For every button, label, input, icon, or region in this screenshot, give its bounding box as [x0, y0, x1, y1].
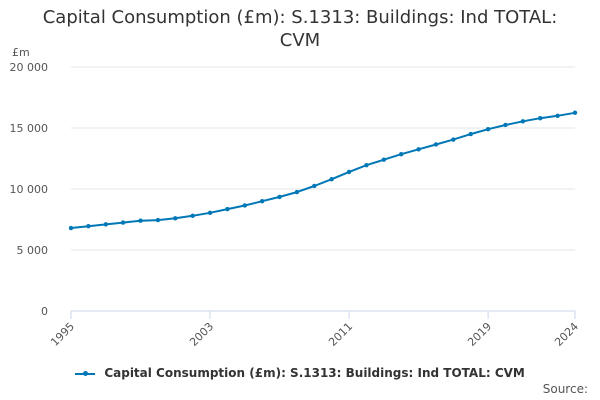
data-point: [120, 220, 126, 225]
y-tick-label: 5 000: [17, 244, 49, 257]
y-tick-label: 15 000: [10, 122, 49, 135]
data-point: [207, 210, 213, 215]
data-point: [468, 131, 473, 137]
data-point: [190, 213, 195, 219]
data-point: [225, 206, 230, 212]
source-label: Source:: [542, 382, 588, 396]
data-point: [103, 222, 108, 227]
y-tick-label: 0: [41, 305, 48, 318]
data-point: [259, 199, 265, 204]
data-point: [381, 157, 387, 162]
data-point: [399, 152, 404, 157]
x-tick-label: 2024: [552, 320, 581, 349]
data-point: [329, 177, 334, 182]
x-tick-label: 2011: [326, 320, 355, 349]
data-point: [242, 203, 247, 208]
data-point: [68, 225, 74, 231]
data-point: [312, 183, 317, 189]
chart-title-line-1: Capital Consumption (£m): S.1313: Buildi…: [42, 7, 558, 28]
y-tick-label: 20 000: [10, 61, 49, 74]
data-point: [433, 142, 439, 147]
data-point: [155, 217, 161, 223]
data-point: [555, 113, 560, 119]
y-axis-unit-label: £m: [12, 46, 30, 59]
legend-marker-icon: [75, 369, 96, 379]
series-line: [70, 111, 576, 229]
data-point: [138, 218, 143, 223]
data-point: [416, 147, 421, 152]
y-tick-label: 10 000: [10, 183, 49, 196]
chart-title: Capital Consumption (£m): S.1313: Buildi…: [0, 6, 600, 52]
legend[interactable]: Capital Consumption (£m): S.1313: Buildi…: [0, 366, 600, 380]
data-point: [485, 127, 491, 132]
data-point: [173, 216, 178, 221]
data-point: [520, 119, 526, 124]
x-tick-label: 2019: [465, 320, 494, 349]
data-point: [364, 163, 369, 168]
data-point: [277, 194, 282, 200]
chart-title-line-2: CVM: [279, 30, 321, 51]
data-point: [538, 116, 543, 121]
data-point: [572, 110, 578, 115]
data-point: [294, 189, 300, 195]
data-point: [86, 224, 91, 229]
x-tick-label: 2003: [187, 320, 216, 349]
x-tick-label: 1995: [48, 320, 77, 349]
data-point: [503, 122, 508, 128]
legend-label: Capital Consumption (£m): S.1313: Buildi…: [104, 366, 525, 380]
data-point: [451, 137, 456, 142]
data-point: [346, 169, 352, 175]
